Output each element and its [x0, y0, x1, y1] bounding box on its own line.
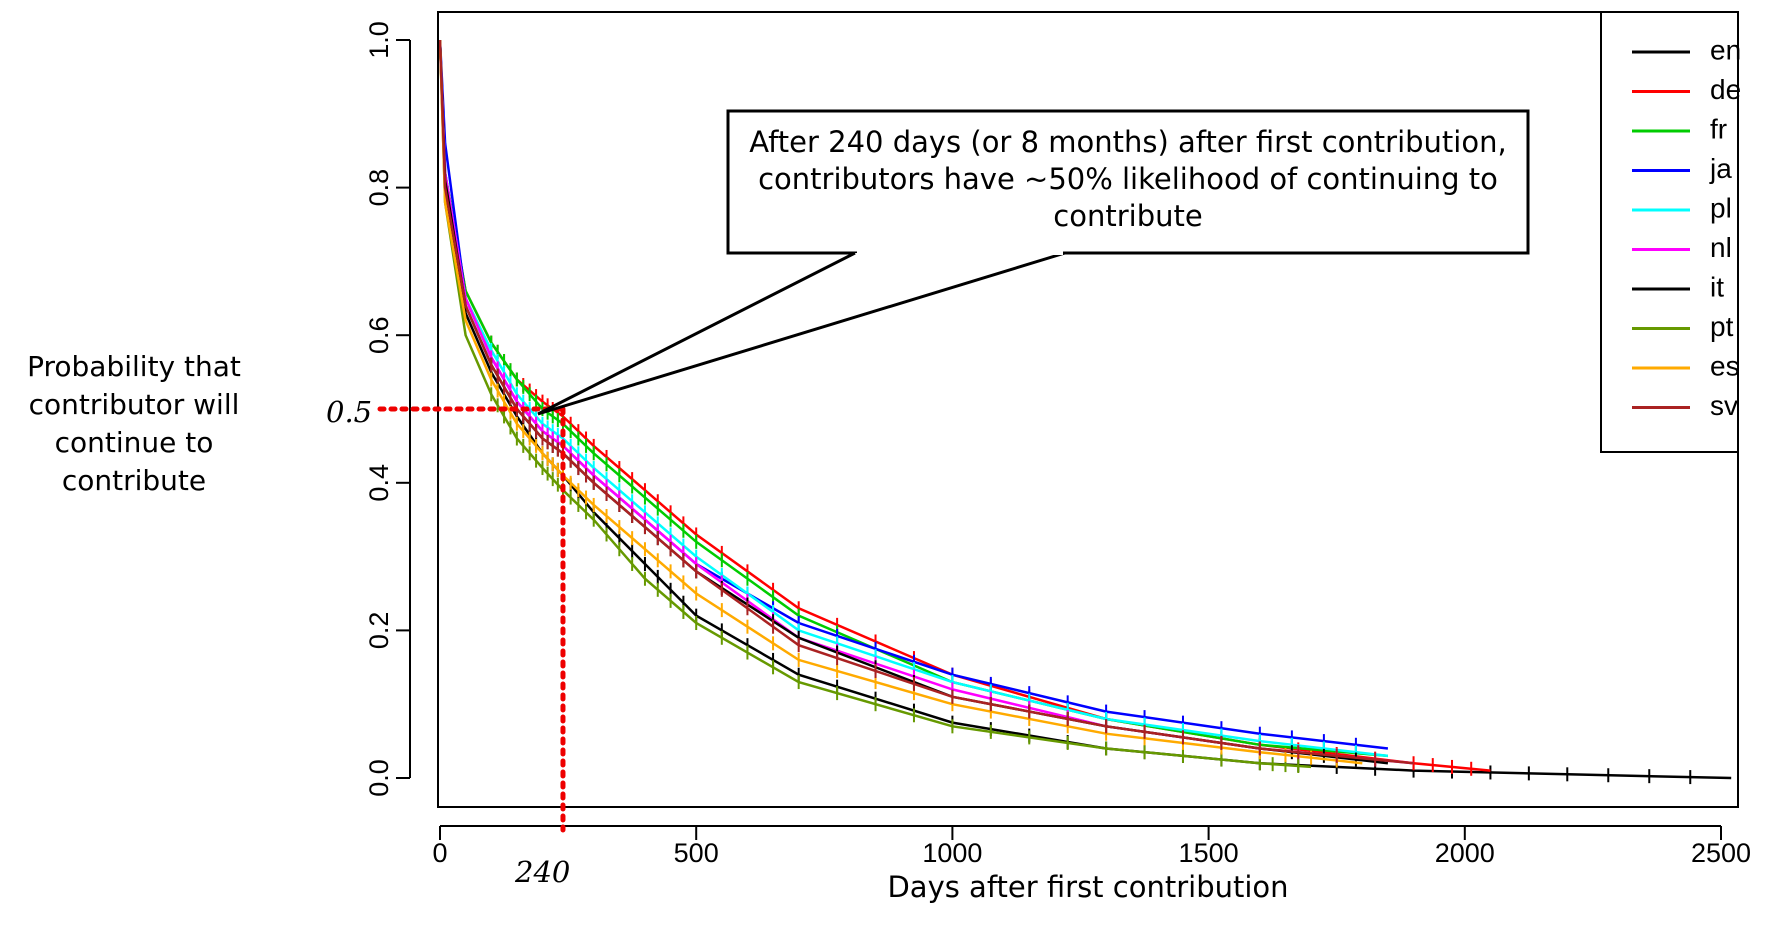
axis-layer: 0 500 1000 1500 2000 2500 0.0 0.2 0.4 0.6 0.8 1.0	[364, 21, 1751, 868]
legend-label-sv: sv	[1710, 390, 1738, 421]
legend-label-pl: pl	[1710, 192, 1732, 223]
reference-y-label: 0.5	[326, 395, 373, 429]
x-axis-title: Days after first contribution	[887, 870, 1289, 904]
series-es	[438, 39, 1363, 768]
y-tick-label: 0.4	[364, 464, 394, 502]
legend-label-nl: nl	[1710, 232, 1732, 263]
callout-text: After 240 days (or 8 months) after first…	[749, 125, 1507, 233]
series-layer	[438, 39, 1732, 785]
callout	[537, 109, 1530, 416]
legend-label-ja: ja	[1709, 153, 1732, 184]
x-tick-label: 0	[432, 838, 447, 868]
reference-lines	[377, 406, 566, 833]
y-tick-label: 0.6	[364, 316, 394, 354]
legend-label-de: de	[1710, 74, 1741, 105]
legend-label-fr: fr	[1710, 113, 1727, 144]
x-tick-label: 2500	[1691, 838, 1751, 868]
legend-label-en: en	[1710, 34, 1741, 65]
x-tick-label: 500	[674, 838, 719, 868]
y-tick-label: 1.0	[364, 21, 394, 59]
x-tick-label: 2000	[1435, 838, 1495, 868]
legend-label-pt: pt	[1710, 311, 1734, 342]
reference-x-label: 240	[515, 855, 571, 889]
x-tick-label: 1500	[1179, 838, 1239, 868]
legend-label-it: it	[1710, 271, 1724, 302]
series-pt	[438, 39, 1312, 774]
y-tick-label: 0.0	[364, 759, 394, 797]
legend-label-es: es	[1710, 350, 1740, 381]
y-axis-title: Probability that contributor will contin…	[27, 350, 241, 497]
legend: en de fr ja pl nl it pt es sv	[1600, 11, 1741, 453]
x-tick-label: 1000	[922, 838, 982, 868]
y-tick-label: 0.8	[364, 169, 394, 207]
y-tick-label: 0.2	[364, 612, 394, 650]
legend-box	[1600, 11, 1739, 453]
callout-pointer	[537, 251, 1066, 416]
callout-box	[726, 109, 1530, 255]
